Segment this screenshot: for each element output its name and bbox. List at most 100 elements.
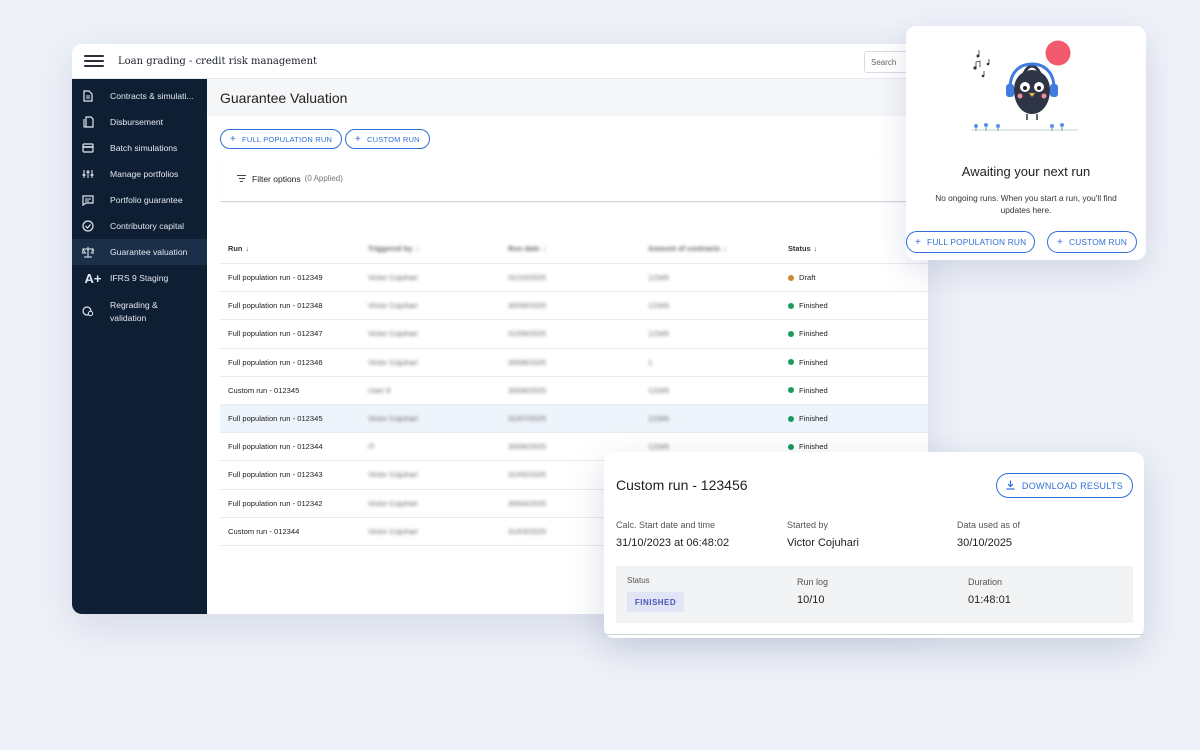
- plus-icon: +: [915, 236, 922, 248]
- filter-options[interactable]: Filter options (0 Applied): [220, 156, 928, 202]
- flowers-icon: [972, 123, 1078, 131]
- custom-run-button[interactable]: + CUSTOM RUN: [345, 129, 430, 149]
- status-text: Finished: [799, 385, 828, 395]
- status-cell: Finished: [780, 442, 928, 451]
- table-row[interactable]: Full population run - 012349 Victor Cojuh…: [220, 264, 928, 293]
- sidebar-item-label: Guarantee valuation: [110, 247, 188, 257]
- started-by-value: Victor Cojuhari: [787, 537, 859, 549]
- header-label: Triggered by: [368, 244, 413, 253]
- amount-cell: 12345: [648, 273, 670, 283]
- sidebar-item-manage-portfolios[interactable]: Manage portfolios: [72, 161, 207, 187]
- a-plus-icon: A+: [84, 270, 102, 286]
- start-date-label: Calc. Start date and time: [616, 520, 716, 530]
- app-title: Loan grading - credit risk management: [118, 55, 318, 67]
- sidebar-item-label: Regrading & validation: [110, 300, 158, 323]
- status-cell: Finished: [780, 414, 928, 423]
- plus-icon: +: [355, 133, 362, 145]
- status-dot-icon: [788, 387, 794, 394]
- button-label: DOWNLOAD RESULTS: [1021, 480, 1124, 491]
- download-icon: [1006, 480, 1015, 492]
- run-name-cell: Full population run - 012349: [228, 273, 323, 283]
- sidebar-item-guarantee-valuation[interactable]: Guarantee valuation: [72, 239, 207, 265]
- status-label: Status: [627, 576, 650, 585]
- run-date-cell: 30/08/2025: [508, 357, 547, 367]
- column-header-run-date[interactable]: Run date ↓: [500, 244, 640, 253]
- run-name-cell: Full population run - 012347: [228, 329, 323, 339]
- triggered-by-cell: Victor Cojuhari: [368, 526, 418, 536]
- music-notes-icon: [973, 50, 990, 78]
- column-header-run[interactable]: Run ↓: [220, 244, 360, 253]
- status-text: Finished: [799, 442, 828, 452]
- column-header-triggered-by[interactable]: Triggered by ↓: [360, 244, 500, 253]
- table-row[interactable]: Full population run - 012345 Victor Cojuh…: [220, 404, 928, 434]
- status-cell: Draft: [780, 273, 928, 282]
- amount-cell: 12345: [648, 385, 670, 395]
- run-status-panel: Status FINISHED Run log 10/10 Duration 0…: [616, 566, 1133, 623]
- sidebar-item-ifrs9-staging[interactable]: A+ IFRS 9 Staging: [72, 265, 207, 291]
- await-custom-run-button[interactable]: + CUSTOM RUN: [1047, 231, 1138, 253]
- run-date-cell: 31/09/2025: [508, 329, 547, 339]
- status-cell: Finished: [780, 329, 928, 338]
- status-text: Finished: [799, 357, 828, 367]
- scale-icon: [82, 246, 94, 258]
- message-icon: [82, 194, 94, 206]
- column-header-amount[interactable]: Amount of contracts ↓: [640, 244, 780, 253]
- sidebar-item-regrading[interactable]: Regrading & validation: [72, 291, 207, 335]
- run-log-label: Run log: [797, 577, 829, 587]
- sort-arrow-icon: ↓: [723, 244, 727, 253]
- sidebar-item-label: Disbursement: [110, 117, 164, 127]
- sidebar-item-contracts[interactable]: Contracts & simulati...: [72, 83, 207, 109]
- sidebar-item-contributory-capital[interactable]: Contributory capital: [72, 213, 207, 239]
- sidebar-item-disbursement[interactable]: Disbursement: [72, 109, 207, 135]
- menu-icon[interactable]: [84, 55, 104, 67]
- table-header: Run ↓ Triggered by ↓ Run date ↓ Amount of c…: [220, 234, 928, 264]
- sort-arrow-icon: ↓: [415, 244, 420, 253]
- run-name-cell: Full population run - 012346: [228, 357, 323, 367]
- run-date-cell: 30/09/2025: [508, 301, 547, 311]
- top-bar: Loan grading - credit risk management Se…: [72, 44, 928, 79]
- search-input[interactable]: Search: [864, 51, 928, 73]
- header-label: Run date: [508, 244, 540, 253]
- status-dot-icon: [788, 302, 794, 309]
- table-body: Full population run - 012349 Victor Cojuh…: [220, 264, 928, 546]
- sort-arrow-icon: ↓: [542, 244, 547, 253]
- app-window: Loan grading - credit risk management Se…: [72, 44, 928, 614]
- status-badge: FINISHED: [627, 592, 684, 612]
- run-log-value: 10/10: [797, 594, 825, 606]
- table-row[interactable]: Custom run - 012345 User 8 30/08/2025 12345…: [220, 377, 928, 405]
- header-label: Status: [788, 244, 811, 253]
- button-label: FULL POPULATION RUN: [242, 134, 333, 144]
- sidebar-item-portfolio-guarantee[interactable]: Portfolio guarantee: [72, 187, 207, 213]
- document-icon: [82, 90, 94, 102]
- run-date-cell: 30/04/2025: [508, 498, 547, 508]
- table-row[interactable]: Full population run - 012346 Victor Cojuh…: [220, 349, 928, 377]
- run-detail-title: Custom run - 123456: [616, 477, 748, 493]
- data-used-value: 30/10/2025: [957, 537, 1013, 549]
- start-date-value: 31/10/2023 at 06:48:02: [616, 537, 730, 549]
- full-population-run-button[interactable]: + FULL POPULATION RUN: [220, 129, 343, 149]
- status-text: Finished: [799, 301, 828, 311]
- sidebar-item-batch-simulations[interactable]: Batch simulations: [72, 135, 207, 161]
- amount-cell: 12345: [648, 442, 670, 452]
- column-header-status[interactable]: Status ↓: [780, 244, 928, 253]
- status-text: Draft: [799, 273, 816, 283]
- sidebar-item-label: Portfolio guarantee: [110, 195, 183, 205]
- status-cell: Finished: [780, 301, 928, 310]
- run-date-cell: 31/05/2025: [508, 470, 547, 480]
- await-full-population-run-button[interactable]: + FULL POPULATION RUN: [906, 231, 1036, 253]
- triggered-by-cell: User 8: [368, 385, 391, 395]
- sidebar-item-label: IFRS 9 Staging: [110, 273, 169, 283]
- triggered-by-cell: Victor Cojuhari: [368, 470, 418, 480]
- status-dot-icon: [788, 330, 794, 337]
- divider: [604, 634, 1144, 635]
- table-row[interactable]: Full population run - 012347 Victor Cojuh…: [220, 320, 928, 349]
- button-label: CUSTOM RUN: [1069, 237, 1128, 247]
- awaiting-run-card: Awaiting your next run No ongoing runs. …: [906, 26, 1146, 260]
- download-results-button[interactable]: DOWNLOAD RESULTS: [996, 473, 1133, 498]
- run-name-cell: Custom run - 012345: [228, 385, 300, 395]
- table-row[interactable]: Full population run - 012348 Victor Cojuh…: [220, 292, 928, 321]
- sidebar-item-label: Contracts & simulati...: [110, 91, 194, 101]
- run-name-cell: Full population run - 012343: [228, 470, 323, 480]
- table-row[interactable]: Full population run - 012344 IT 30/06/2025…: [220, 433, 928, 462]
- status-text: Finished: [799, 329, 828, 339]
